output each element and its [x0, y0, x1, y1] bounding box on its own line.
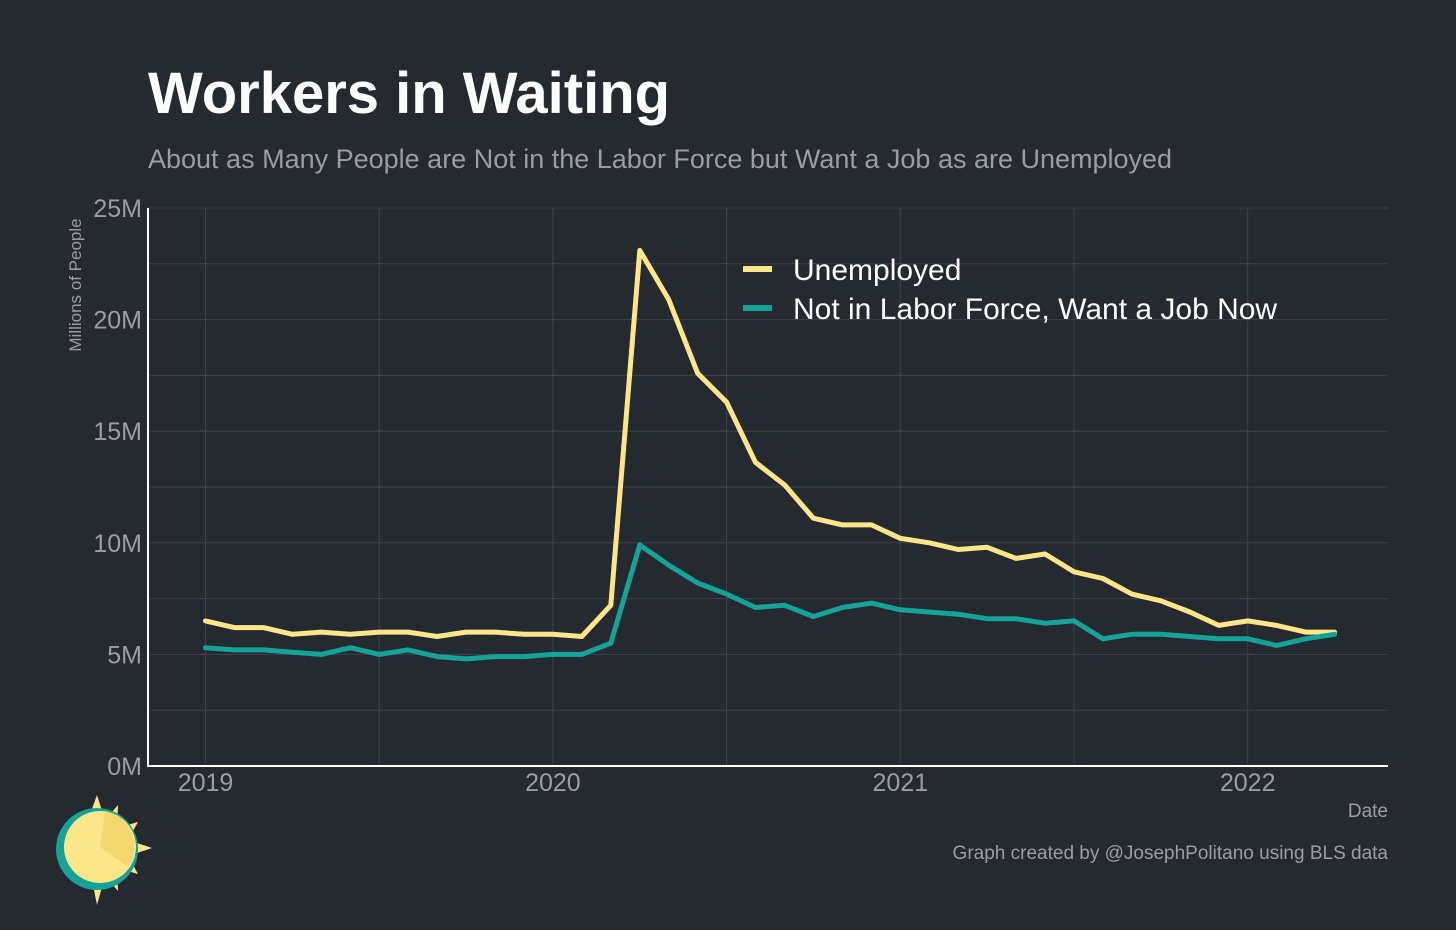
gridlines — [148, 207, 1388, 766]
series-line-not-in-labor-force — [203, 542, 1337, 662]
series-lines — [203, 247, 1337, 662]
y-tick-label: 25M — [93, 195, 142, 223]
chart-caption: Graph created by @JosephPolitano using B… — [953, 843, 1389, 864]
chart-subtitle: About as Many People are Not in the Labo… — [148, 144, 1172, 174]
chart-title: Workers in Waiting — [148, 61, 670, 126]
axes — [147, 208, 1388, 767]
sun-logo-icon — [56, 795, 152, 905]
y-axis-label: Millions of People — [66, 218, 85, 351]
y-tick-label: 5M — [107, 641, 142, 669]
x-tick-label: 2019 — [178, 769, 234, 797]
x-tick-label: 2022 — [1220, 769, 1276, 797]
legend-label: Not in Labor Force, Want a Job Now — [793, 293, 1277, 326]
legend: Unemployed Not in Labor Force, Want a Job… — [743, 254, 1277, 326]
y-tick-label: 0M — [107, 753, 142, 781]
x-tick-label: 2020 — [525, 769, 581, 797]
y-tick-label: 10M — [93, 530, 142, 558]
tick-labels: 0M 5M 10M 15M 20M 25M 2019 2020 2021 2022 — [93, 195, 1275, 797]
series-line-unemployed — [203, 247, 1337, 639]
y-tick-label: 20M — [93, 307, 142, 335]
x-axis-label: Date — [1348, 801, 1388, 822]
legend-label: Unemployed — [793, 254, 961, 287]
y-tick-label: 15M — [93, 418, 142, 446]
x-tick-label: 2021 — [872, 769, 928, 797]
